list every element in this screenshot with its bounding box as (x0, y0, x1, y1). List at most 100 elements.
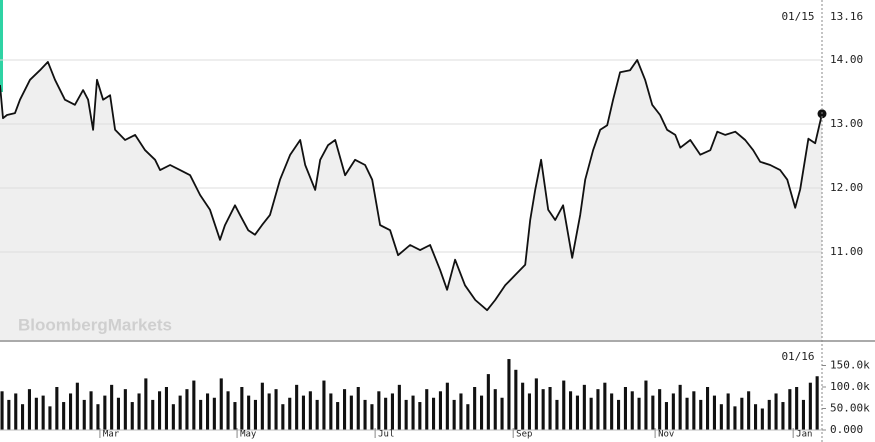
volume-bar (329, 393, 333, 430)
volume-bar (747, 391, 751, 430)
volume-bar (14, 393, 18, 430)
volume-bar (226, 391, 230, 430)
volume-bar (555, 399, 559, 430)
volume-bar (733, 406, 737, 430)
y-tick-label: 150.0k (830, 359, 870, 372)
volume-bar (253, 399, 257, 430)
volume-bar (116, 397, 120, 430)
y-tick-label: 50.00k (830, 402, 870, 415)
volume-bar (664, 402, 668, 430)
volume-bar (158, 391, 162, 430)
volume-bar (274, 389, 278, 430)
volume-bar (75, 382, 79, 430)
volume-bar (7, 399, 11, 430)
volume-bar (343, 389, 347, 430)
volume-bar (390, 393, 394, 430)
x-tick-label: Jan (796, 430, 812, 440)
volume-bar (267, 393, 271, 430)
volume-bar (397, 384, 401, 430)
volume-bar (678, 384, 682, 430)
volume-bar (171, 404, 175, 430)
volume-bar (21, 404, 25, 430)
volume-bar (315, 399, 319, 430)
volume-bar (260, 382, 264, 430)
volume-bar (480, 395, 484, 430)
volume-bar (617, 399, 621, 430)
price-line (0, 59, 823, 312)
volume-bar (569, 391, 573, 430)
volume-bar (623, 387, 627, 430)
volume-bar (658, 389, 662, 430)
y-tick-label: 12.00 (830, 181, 863, 194)
volume-bar (185, 389, 189, 430)
volume-bar (377, 391, 381, 430)
volume-bar (206, 393, 210, 430)
volume-bar (603, 382, 607, 430)
volume-bar (295, 384, 299, 430)
volume-bar (432, 397, 436, 430)
volume-bar (692, 391, 696, 430)
volume-bar (418, 402, 422, 430)
volume-bar (27, 389, 31, 430)
volume-bar (55, 387, 59, 430)
volume-bar (541, 389, 545, 430)
volume-bar (322, 380, 326, 430)
volume-bar (596, 389, 600, 430)
volume-bar (212, 397, 216, 430)
volume-bar (144, 378, 148, 430)
volume-bar (610, 393, 614, 430)
volume-bar (0, 391, 4, 430)
volume-bar (719, 404, 723, 430)
volume-bar (781, 402, 785, 430)
x-tick-label: Sep (516, 430, 532, 440)
x-tick-label: Mar (103, 430, 120, 440)
price-last: 13.16 (830, 10, 863, 23)
volume-bar (178, 395, 182, 430)
watermark: BloombergMarkets (18, 315, 172, 334)
volume-bar (801, 399, 805, 430)
volume-bar (760, 408, 764, 430)
volume-bar (644, 380, 648, 430)
volume-bar (774, 393, 778, 430)
volume-bar (404, 399, 408, 430)
volume-bar (41, 395, 45, 430)
volume-bar (466, 404, 470, 430)
volume-bar (651, 395, 655, 430)
volume-bar (685, 397, 689, 430)
volume-bar (164, 387, 168, 430)
volume-bar (281, 404, 285, 430)
volume-bar (795, 387, 799, 430)
volume-bar (356, 387, 360, 430)
x-tick-label: Nov (658, 430, 674, 440)
volume-bar (514, 369, 518, 430)
volume-bar (199, 399, 203, 430)
volume-bar (48, 406, 52, 430)
volume-bar (384, 397, 388, 430)
volume-bar (527, 393, 531, 430)
volume-bar (740, 397, 744, 430)
volume-bar (110, 384, 114, 430)
volume-bar (548, 387, 552, 430)
volume-bar (493, 389, 497, 430)
volume-bar (452, 399, 456, 430)
volume-bar (34, 397, 38, 430)
volume-bar (630, 391, 634, 430)
volume-bar (96, 404, 100, 430)
volume-bar (301, 395, 305, 430)
volume-bar (336, 402, 340, 430)
volume-bar (486, 374, 490, 430)
volume-date: 01/16 (781, 350, 814, 363)
volume-bar (103, 395, 107, 430)
y-tick-label: 11.00 (830, 245, 863, 258)
volume-bar (706, 387, 710, 430)
y-tick-label: 100.0k (830, 380, 870, 393)
volume-bar (699, 399, 703, 430)
volume-bar (637, 397, 641, 430)
volume-bar (534, 378, 538, 430)
volume-bar (233, 402, 237, 430)
volume-bar (62, 402, 66, 430)
volume-bar (308, 391, 312, 430)
volume-bar (349, 395, 353, 430)
volume-bar (69, 393, 73, 430)
volume-bar (815, 376, 819, 430)
